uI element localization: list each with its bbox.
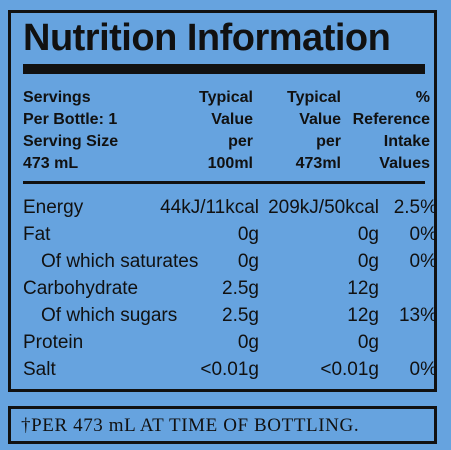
header-rule	[23, 181, 425, 184]
header-reference-intake-line: Intake	[383, 133, 430, 150]
value-per-100ml: 2.5g	[222, 278, 259, 299]
footnote-box: †PER 473 mL AT TIME OF BOTTLING.	[8, 406, 437, 444]
value-per-serving: 209kJ/50kcal	[268, 197, 379, 218]
nutrient-row-energy: Energy 44kJ/11kcal 209kJ/50kcal 2.5%	[11, 197, 440, 224]
title-rule	[23, 64, 425, 74]
header-per-serving-line: Typical	[287, 89, 341, 106]
value-per-serving: 0g	[357, 224, 379, 245]
header-servings-line: Serving Size	[23, 133, 119, 150]
value-per-serving: 12g	[347, 305, 379, 326]
reference-intake: 2.5%	[393, 197, 437, 218]
nutrient-name: Of which sugars	[41, 305, 178, 326]
value-per-serving: <0.01g	[320, 359, 379, 380]
header-per-serving-line: 473ml	[295, 155, 341, 172]
header-reference-intake: % Reference Intake Values	[353, 87, 430, 175]
nutrient-row-protein: Protein 0g 0g	[11, 332, 440, 359]
nutrient-row-salt: Salt <0.01g <0.01g 0%	[11, 359, 440, 386]
header-per-100ml: Typical Value per 100ml	[199, 87, 253, 175]
header-per-serving-line: Value	[299, 111, 341, 128]
reference-intake: 0%	[409, 359, 437, 380]
value-per-100ml: 0g	[237, 332, 259, 353]
value-per-100ml: 2.5g	[222, 305, 259, 326]
header-per-100ml-line: Value	[211, 111, 253, 128]
panel-title: Nutrition Information	[23, 17, 391, 59]
value-per-100ml: 0g	[237, 224, 259, 245]
nutrient-row-carbohydrate: Carbohydrate 2.5g 12g	[11, 278, 440, 305]
nutrition-panel: Nutrition Information Servings Per Bottl…	[8, 10, 437, 392]
nutrient-row-saturates: Of which saturates 0g 0g 0%	[11, 251, 440, 278]
nutrient-name: Protein	[23, 332, 84, 353]
value-per-100ml: <0.01g	[200, 359, 259, 380]
value-per-serving: 0g	[357, 332, 379, 353]
value-per-serving: 0g	[357, 251, 379, 272]
nutrient-name: Salt	[23, 359, 56, 380]
reference-intake: 0%	[409, 224, 437, 245]
header-per-serving: Typical Value per 473ml	[287, 87, 341, 175]
nutrient-name: Fat	[23, 224, 51, 245]
header-per-100ml-line: Typical	[199, 89, 253, 106]
nutrient-name: Of which saturates	[41, 251, 199, 272]
header-servings: Servings Per Bottle: 1 Serving Size 473 …	[23, 87, 118, 175]
reference-intake: 13%	[398, 305, 437, 326]
nutrient-row-sugars: Of which sugars 2.5g 12g 13%	[11, 305, 440, 332]
header-per-100ml-line: 100ml	[207, 155, 253, 172]
header-per-100ml-line: per	[228, 133, 253, 150]
header-servings-line: Servings	[23, 89, 91, 106]
header-servings-line: Per Bottle: 1	[23, 111, 118, 128]
header-servings-line: 473 mL	[23, 155, 79, 172]
nutrient-name: Energy	[23, 197, 84, 218]
nutrient-row-fat: Fat 0g 0g 0%	[11, 224, 440, 251]
value-per-100ml: 44kJ/11kcal	[160, 197, 259, 218]
header-reference-intake-line: Values	[379, 155, 430, 172]
nutrient-name: Carbohydrate	[23, 278, 139, 299]
reference-intake: 0%	[409, 251, 437, 272]
value-per-100ml: 0g	[237, 251, 259, 272]
footnote-text: †PER 473 mL AT TIME OF BOTTLING.	[21, 415, 360, 436]
value-per-serving: 12g	[347, 278, 379, 299]
header-reference-intake-line: Reference	[352, 111, 430, 128]
header-per-serving-line: per	[316, 133, 341, 150]
header-reference-intake-line: %	[415, 89, 430, 106]
